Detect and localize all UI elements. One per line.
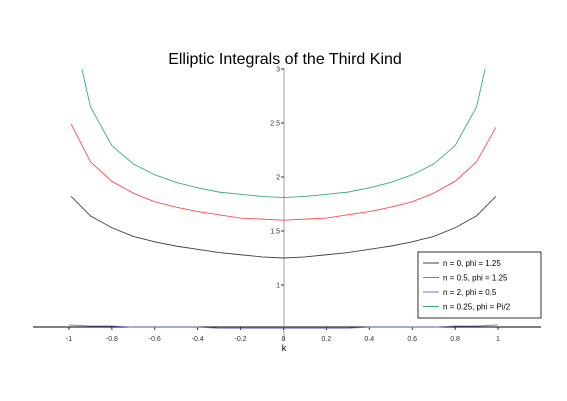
legend-entry: n = 0.5, phi = 1.25 (443, 274, 508, 283)
x-tick-label: 0.4 (364, 336, 374, 343)
y-tick-label: 2 (276, 175, 280, 182)
chart-title: Elliptic Integrals of the Third Kind (168, 51, 402, 68)
legend-entry: n = 0, phi = 1.25 (443, 259, 501, 268)
series-line-2 (70, 123, 497, 221)
series-layer (68, 68, 499, 329)
x-tick-label: 0.6 (407, 336, 417, 343)
x-tick-label: -0.2 (235, 336, 247, 343)
y-tick-label: 1.5 (270, 229, 280, 236)
y-tick-label: 3 (276, 67, 280, 74)
series-line-4 (81, 68, 486, 198)
x-tick-label: 0.2 (322, 336, 332, 343)
x-tick-label: 0 (282, 336, 286, 343)
x-tick-label: -0.8 (106, 336, 118, 343)
y-tick-label: 1 (276, 283, 280, 290)
x-tick-label: 1 (496, 336, 500, 343)
axes: -1 -0.8 -0.6 -0.4 -0.2 0 0.2 0.4 0.6 0.8 1 1 1.5 2 2.5… (33, 67, 541, 343)
legend-entry: n = 2, phi = 0.5 (443, 288, 497, 297)
x-tick-label: 0.8 (450, 336, 460, 343)
legend-entry: n = 0.25, phi = Pi/2 (443, 303, 511, 312)
series-line-1 (70, 196, 497, 259)
x-tick-label: -1 (66, 336, 72, 343)
legend: n = 0, phi = 1.25 n = 0.5, phi = 1.25 n = … (417, 251, 542, 319)
x-tick-label: -0.6 (149, 336, 161, 343)
y-tick-label: 2.5 (270, 121, 280, 128)
series-line-3 (68, 324, 499, 329)
x-axis-label: k (282, 343, 287, 353)
x-tick-label: -0.4 (192, 336, 204, 343)
